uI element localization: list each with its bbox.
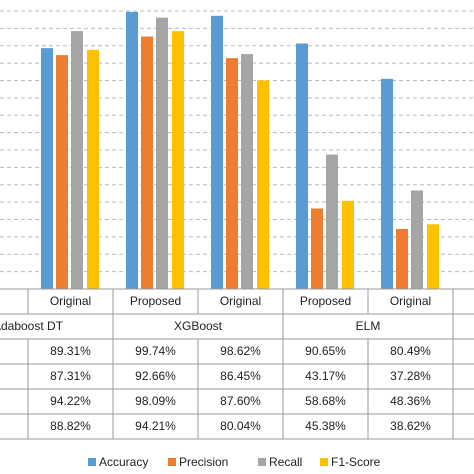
table-cell: 37.28% bbox=[390, 369, 431, 383]
bar bbox=[342, 200, 354, 289]
bar bbox=[156, 17, 168, 290]
table-cell: 94.21% bbox=[135, 419, 176, 433]
category-label: Original bbox=[50, 294, 91, 308]
group-label: Adaboost DT bbox=[0, 319, 64, 333]
legend-label: Recall bbox=[269, 455, 302, 469]
legend-swatch bbox=[168, 458, 176, 466]
table-cell: 87.60% bbox=[220, 394, 261, 408]
legend-label: Precision bbox=[179, 455, 228, 469]
table-cell: 43.17% bbox=[305, 369, 346, 383]
bar bbox=[87, 49, 99, 290]
table-cell: 98.62% bbox=[220, 344, 261, 358]
bar bbox=[296, 43, 308, 290]
group-label: XGBoost bbox=[174, 319, 223, 333]
legend-swatch bbox=[258, 458, 266, 466]
bar bbox=[141, 36, 153, 289]
table-cell: 89.31% bbox=[50, 344, 91, 358]
bar bbox=[381, 78, 393, 290]
table-cell: 98.09% bbox=[135, 394, 176, 408]
bar bbox=[427, 224, 439, 289]
bar bbox=[41, 48, 53, 289]
bar bbox=[396, 228, 408, 289]
legend-swatch bbox=[88, 458, 96, 466]
legend-label: Accuracy bbox=[99, 455, 148, 469]
table-cell: 48.36% bbox=[390, 394, 431, 408]
legend-label: F1-Score bbox=[331, 455, 381, 469]
bar bbox=[172, 31, 184, 290]
bar bbox=[326, 154, 338, 289]
bar bbox=[257, 80, 269, 290]
table-cell: 86.45% bbox=[220, 369, 261, 383]
table-cell: 80.04% bbox=[220, 419, 261, 433]
table-cell: 92.66% bbox=[135, 369, 176, 383]
legend-swatch bbox=[320, 458, 328, 466]
table-cell: 45.38% bbox=[305, 419, 346, 433]
bar bbox=[226, 58, 238, 290]
category-label: Original bbox=[390, 294, 431, 308]
table-cell: 58.68% bbox=[305, 394, 346, 408]
bar bbox=[211, 15, 223, 289]
bar bbox=[56, 55, 68, 290]
bar bbox=[311, 208, 323, 289]
table-cell: 87.31% bbox=[50, 369, 91, 383]
table-cell: 38.62% bbox=[390, 419, 431, 433]
table-cell: 99.74% bbox=[135, 344, 176, 358]
table-cell: 94.22% bbox=[50, 394, 91, 408]
category-label: Proposed bbox=[130, 294, 181, 308]
group-label: ELM bbox=[356, 319, 381, 333]
category-label: Original bbox=[220, 294, 261, 308]
bar bbox=[126, 11, 138, 289]
bar bbox=[411, 190, 423, 289]
bar bbox=[71, 31, 83, 289]
category-label: Proposed bbox=[300, 294, 351, 308]
bar bbox=[241, 54, 253, 290]
table-cell: 88.82% bbox=[50, 419, 91, 433]
table-cell: 90.65% bbox=[305, 344, 346, 358]
table-cell: 80.49% bbox=[390, 344, 431, 358]
